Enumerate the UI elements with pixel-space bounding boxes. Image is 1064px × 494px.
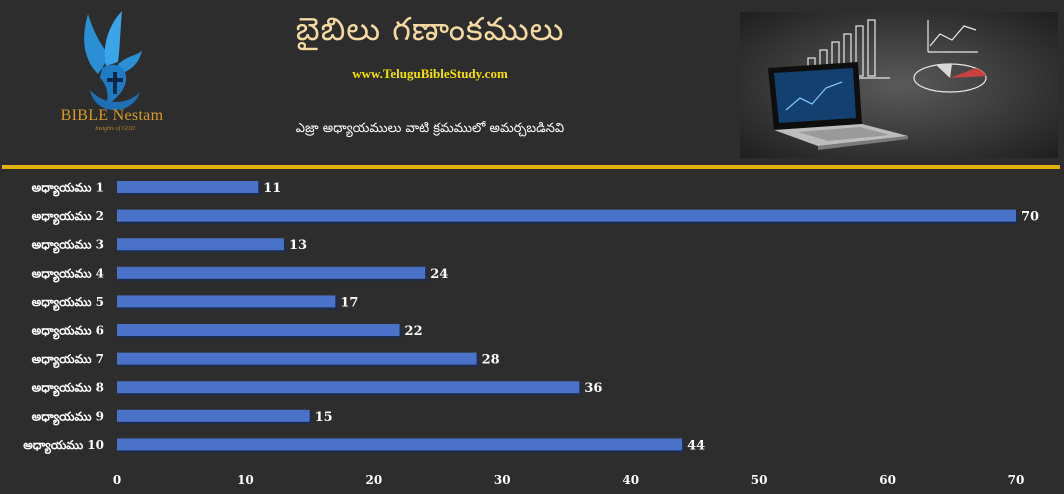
category-label: అధ్యాయము 2 bbox=[32, 209, 104, 225]
bar bbox=[117, 181, 259, 193]
data-label: 17 bbox=[340, 295, 358, 310]
brand-tagline: Insights of GOD bbox=[95, 126, 135, 132]
data-label: 70 bbox=[1021, 210, 1039, 225]
data-label: 13 bbox=[289, 238, 307, 253]
category-label: అధ్యాయము 6 bbox=[32, 324, 104, 340]
x-tick-label: 50 bbox=[751, 473, 768, 487]
bar bbox=[117, 266, 426, 279]
bar bbox=[117, 295, 336, 308]
data-label: 36 bbox=[584, 381, 602, 396]
data-label: 11 bbox=[263, 181, 281, 196]
x-tick-label: 20 bbox=[366, 473, 383, 487]
x-tick-label: 10 bbox=[237, 473, 254, 487]
website-link[interactable]: www.TeluguBibleStudy.com bbox=[352, 66, 508, 81]
data-label: 44 bbox=[687, 438, 705, 453]
category-label: అధ్యాయము 9 bbox=[32, 409, 104, 425]
x-tick-label: 40 bbox=[622, 473, 639, 487]
bar bbox=[117, 409, 310, 422]
bar bbox=[117, 381, 580, 394]
category-label: అధ్యాయము 7 bbox=[32, 352, 104, 368]
divider bbox=[2, 165, 1060, 169]
category-label: అధ్యాయము 10 bbox=[23, 438, 104, 454]
x-tick-label: 60 bbox=[879, 473, 896, 487]
bar bbox=[117, 324, 400, 336]
header: BIBLE Nestam Insights of GOD బైబిలు గణాం… bbox=[0, 0, 1064, 165]
bar bbox=[117, 238, 284, 251]
category-label: అధ్యాయము 3 bbox=[32, 238, 104, 254]
page-title: బైబిలు గణాంకములు bbox=[295, 10, 565, 48]
category-label: అధ్యాయము 1 bbox=[32, 181, 104, 197]
data-label: 22 bbox=[405, 324, 423, 339]
category-label: అధ్యాయము 5 bbox=[32, 295, 104, 311]
bar-chart: అధ్యాయము 1 అధ్యాయము 2 అధ్యాయము 3 అధ్యాయము 4… bbox=[23, 181, 1039, 488]
brand-name: BIBLE Nestam bbox=[60, 107, 164, 124]
bar bbox=[117, 352, 477, 365]
laptop-charts-hero-image-icon bbox=[740, 12, 1058, 158]
bar bbox=[117, 209, 1016, 222]
bar bbox=[117, 438, 683, 451]
category-label: అధ్యాయము 4 bbox=[32, 266, 104, 282]
x-tick-label: 0 bbox=[113, 473, 121, 487]
x-tick-label: 30 bbox=[494, 473, 511, 487]
x-tick-label: 70 bbox=[1008, 473, 1025, 487]
data-label: 28 bbox=[482, 353, 500, 368]
data-label: 15 bbox=[315, 410, 333, 425]
data-label: 24 bbox=[430, 267, 448, 282]
dove-cross-hand-logo-icon bbox=[84, 11, 142, 110]
chart-subtitle: ఎజ్రా అధ్యాయములు వాటి క్రమములో అమర్చబడిన… bbox=[295, 121, 565, 136]
category-label: అధ్యాయము 8 bbox=[32, 381, 104, 397]
